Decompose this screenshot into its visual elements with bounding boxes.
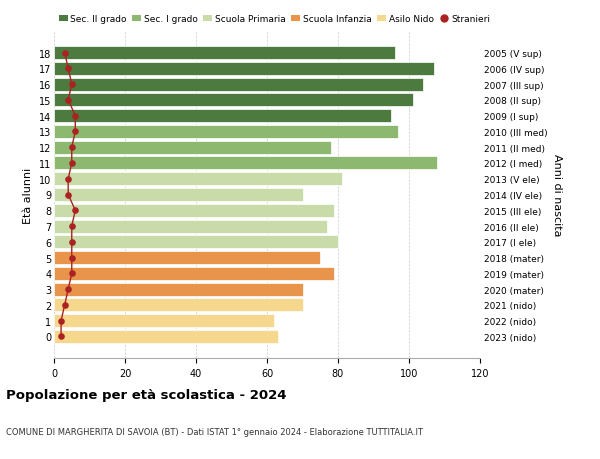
Bar bbox=[54, 157, 437, 170]
Bar bbox=[54, 173, 341, 186]
Bar bbox=[54, 47, 395, 60]
Bar bbox=[54, 110, 391, 123]
Point bbox=[64, 66, 73, 73]
Point bbox=[67, 144, 77, 151]
Point bbox=[67, 254, 77, 262]
Bar bbox=[54, 314, 274, 327]
Point bbox=[56, 333, 66, 341]
Bar bbox=[54, 267, 334, 280]
Point bbox=[67, 81, 77, 89]
Y-axis label: Età alunni: Età alunni bbox=[23, 167, 33, 223]
Text: COMUNE DI MARGHERITA DI SAVOIA (BT) - Dati ISTAT 1° gennaio 2024 - Elaborazione : COMUNE DI MARGHERITA DI SAVOIA (BT) - Da… bbox=[6, 427, 423, 436]
Point bbox=[60, 50, 70, 57]
Point bbox=[64, 97, 73, 104]
Point bbox=[67, 223, 77, 230]
Bar bbox=[54, 283, 302, 296]
Bar bbox=[54, 63, 434, 76]
Point bbox=[64, 191, 73, 199]
Bar bbox=[54, 220, 328, 233]
Point bbox=[71, 129, 80, 136]
Bar bbox=[54, 252, 320, 264]
Point bbox=[64, 176, 73, 183]
Bar bbox=[54, 236, 338, 249]
Bar bbox=[54, 330, 278, 343]
Point bbox=[71, 207, 80, 214]
Point bbox=[64, 286, 73, 293]
Legend: Sec. II grado, Sec. I grado, Scuola Primaria, Scuola Infanzia, Asilo Nido, Stran: Sec. II grado, Sec. I grado, Scuola Prim… bbox=[59, 16, 490, 24]
Point bbox=[71, 113, 80, 120]
Point bbox=[56, 317, 66, 325]
Bar bbox=[54, 126, 398, 139]
Y-axis label: Anni di nascita: Anni di nascita bbox=[551, 154, 562, 236]
Bar bbox=[54, 189, 302, 202]
Bar bbox=[54, 141, 331, 154]
Bar bbox=[54, 94, 413, 107]
Bar bbox=[54, 78, 423, 91]
Bar bbox=[54, 204, 334, 217]
Bar bbox=[54, 299, 302, 312]
Point bbox=[60, 302, 70, 309]
Text: Popolazione per età scolastica - 2024: Popolazione per età scolastica - 2024 bbox=[6, 388, 287, 401]
Point bbox=[67, 160, 77, 167]
Point bbox=[67, 239, 77, 246]
Point bbox=[67, 270, 77, 277]
